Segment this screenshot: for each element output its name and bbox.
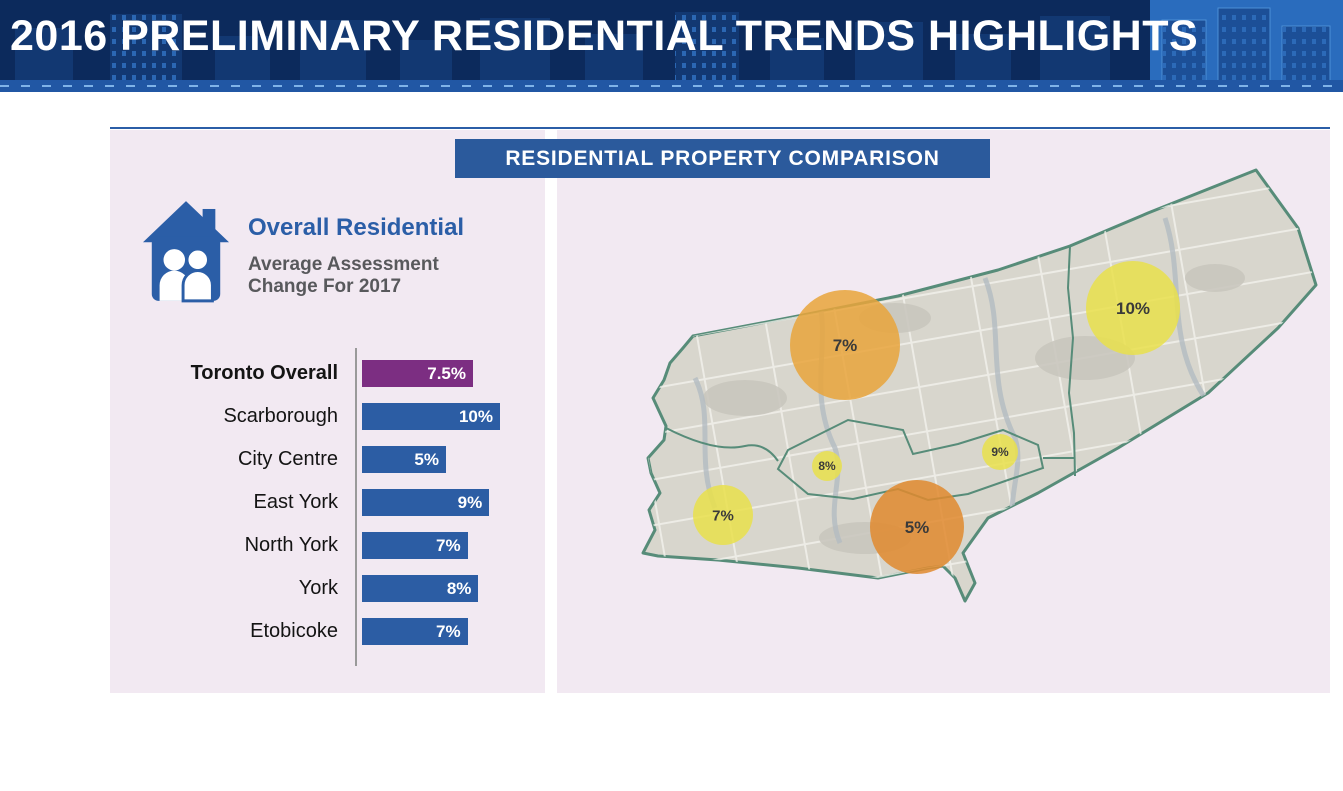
map-bubbles: 7% 10% 9% 8% 7% 5% (693, 261, 1180, 574)
chart-row: Scarborough 10% (110, 395, 545, 438)
assessment-subheading-line2: Change For 2017 (248, 276, 402, 297)
chart-row: City Centre 5% (110, 438, 545, 481)
chart-value-label: 5% (414, 449, 439, 469)
chart-category-label: York (298, 577, 338, 599)
map-bubble (1086, 261, 1180, 355)
chart-category-label: City Centre (237, 448, 338, 470)
chart-row: Etobicoke 7% (110, 610, 545, 653)
chart-bar: 8% (362, 575, 479, 602)
chart-bar: 10% (362, 403, 500, 430)
map-bubble (812, 451, 842, 481)
chart-value-label: 7% (436, 621, 461, 641)
map-bubble (870, 480, 964, 574)
chart-category-label: North York (244, 534, 338, 556)
map-bubble-label: 10% (1116, 299, 1150, 318)
right-panel: 7% 10% 9% 8% 7% 5% (557, 130, 1330, 693)
bar-chart: Toronto Overall 7.5% Scarborough 10% City Ce… (110, 348, 545, 666)
chart-axis-line (355, 348, 357, 666)
chart-category-label: Toronto Overall (190, 362, 338, 384)
map-bubble-label: 8% (818, 459, 836, 473)
assessment-subheading: Average Assessment Change For 2017 (248, 254, 439, 298)
bar-chart-rows: Toronto Overall 7.5% Scarborough 10% City Ce… (110, 352, 545, 653)
chart-row: York 8% (110, 567, 545, 610)
chart-bar: 7% (362, 532, 468, 559)
header-banner: 2016 PRELIMINARY RESIDENTIAL TRENDS HIGH… (0, 0, 1343, 92)
left-panel: Overall Residential Average Assessment C… (110, 130, 545, 693)
chart-value-label: 10% (458, 406, 493, 426)
chart-value-label: 9% (457, 492, 483, 512)
house-people-icon (142, 201, 230, 303)
comparison-banner: RESIDENTIAL PROPERTY COMPARISON (455, 139, 990, 178)
chart-row: North York 7% (110, 524, 545, 567)
chart-value-label: 8% (446, 578, 472, 598)
divider-line (110, 127, 1330, 129)
cityscape-illustration (0, 0, 1343, 92)
map-bubble (982, 434, 1018, 470)
page-title: 2016 PRELIMINARY RESIDENTIAL TRENDS HIGH… (10, 12, 1199, 60)
chart-category-label: East York (253, 491, 338, 513)
chart-bar: 9% (362, 489, 490, 516)
chart-bar: 7.5% (362, 360, 473, 387)
chart-category-label: Scarborough (223, 405, 338, 427)
map-bubble (790, 290, 900, 400)
chart-row: Toronto Overall 7.5% (110, 352, 545, 395)
assessment-subheading-line1: Average Assessment (248, 254, 439, 275)
map-bubble-label: 7% (712, 507, 734, 524)
chart-value-label: 7% (436, 535, 461, 555)
toronto-map: 7% 10% 9% 8% 7% 5% (641, 168, 1318, 603)
map-bubble (693, 485, 753, 545)
map-bubble-label: 5% (905, 518, 930, 537)
chart-row: East York 9% (110, 481, 545, 524)
chart-bar: 7% (362, 618, 468, 645)
district-boundaries (665, 245, 1076, 502)
map-bubble-label: 9% (991, 445, 1009, 459)
chart-bar: 5% (362, 446, 446, 473)
map-bubble-label: 7% (833, 336, 858, 355)
overall-residential-heading: Overall Residential (248, 214, 465, 241)
chart-category-label: Etobicoke (250, 620, 338, 642)
chart-value-label: 7.5% (427, 363, 466, 383)
